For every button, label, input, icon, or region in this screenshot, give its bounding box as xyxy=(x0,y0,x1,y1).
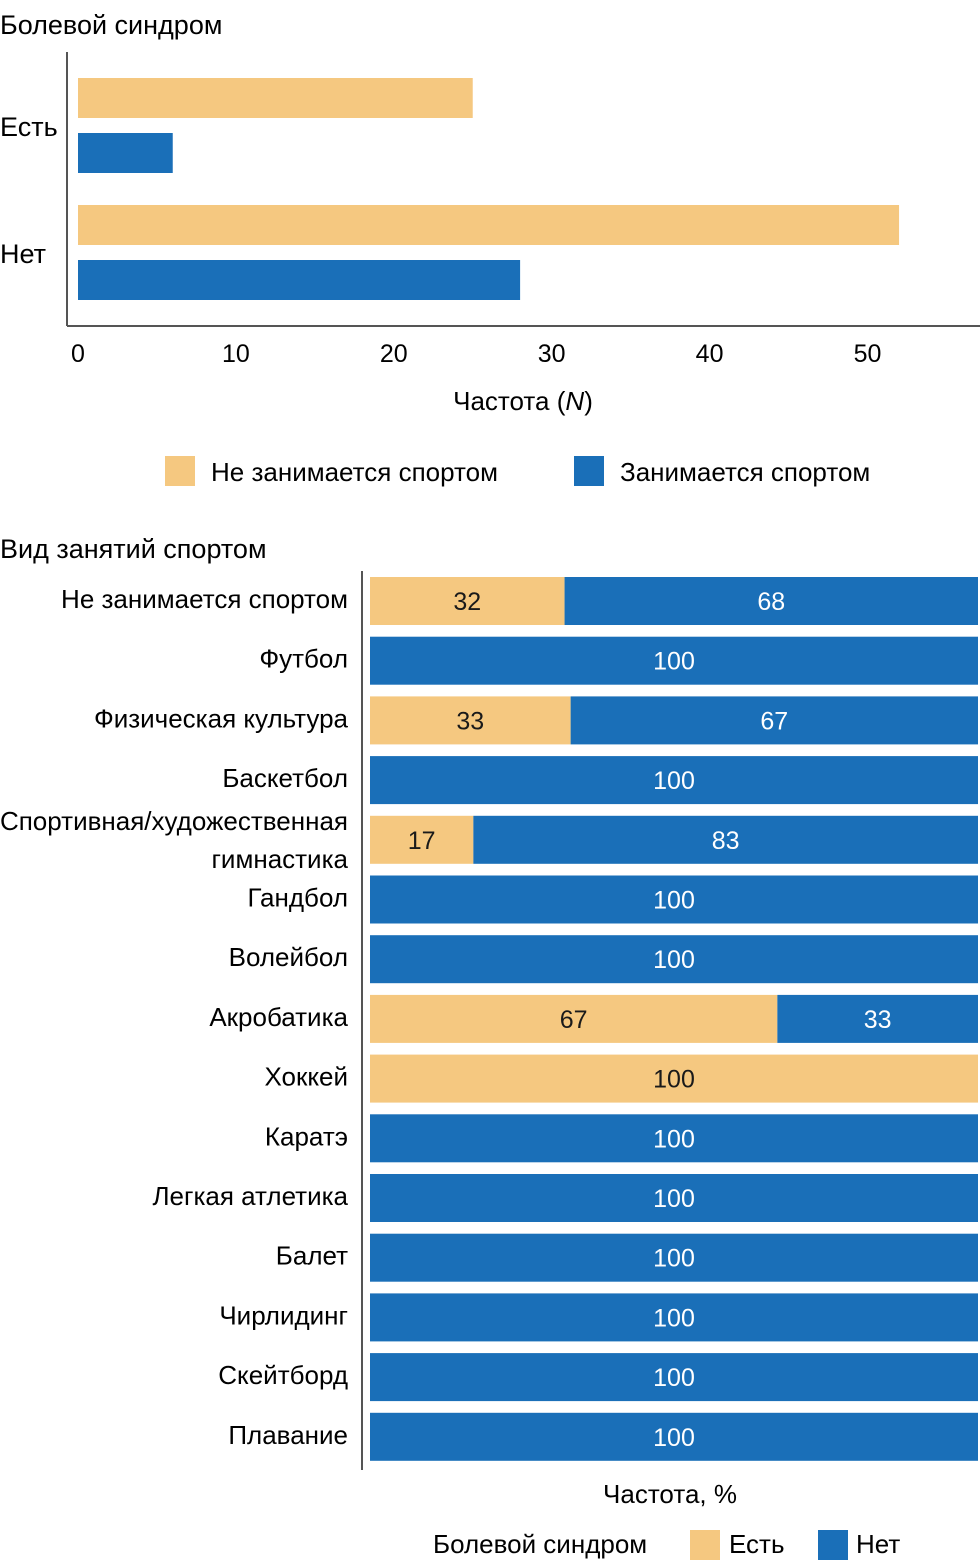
tick-label-20: 20 xyxy=(380,340,408,368)
data-label-спортивная-художественная-гимнастика-есть: 17 xyxy=(408,827,436,855)
bar-чирлидинг-нет xyxy=(370,1293,978,1342)
bar-не-занимается-спортом-нет xyxy=(564,577,978,625)
chart2-bars: 32 68 100 33 67 100 17 83 100 100 67 33 100 100 100 100… xyxy=(370,577,978,1461)
bar-акробатика-нет xyxy=(777,994,978,1043)
chart-sport-type: Вид занятий спортом 32 68 100 33 67 100 17 83 10… xyxy=(0,534,978,1560)
tick-label-40: 40 xyxy=(696,340,724,368)
bar-гандбол-нет xyxy=(370,875,978,924)
data-label-футбол-нет: 100 xyxy=(653,648,695,676)
category-label-чирлидинг: Чирлидинг xyxy=(219,1300,348,1330)
bar-балет-нет xyxy=(370,1233,978,1282)
bar-баскетбол-нет xyxy=(370,756,978,805)
chart-pain-syndrome: Болевой синдром Есть Нет 0 10 20 30 40 50 Част… xyxy=(0,10,980,487)
bar-нет-не-занимается-спортом xyxy=(78,205,900,245)
data-label-чирлидинг-нет: 100 xyxy=(653,1304,695,1332)
category-label-физическая-культура: Физическая культура xyxy=(94,703,349,733)
tick-label-30: 30 xyxy=(538,340,566,368)
category-label-легкая-атлетика: Легкая атлетика xyxy=(152,1181,348,1211)
bar-футбол-нет xyxy=(370,636,978,685)
bar-есть-не-занимается-спортом xyxy=(78,78,473,118)
data-label-гандбол-нет: 100 xyxy=(653,887,695,915)
category-label-есть: Есть xyxy=(0,112,58,142)
category-label-гандбол: Гандбол xyxy=(247,883,348,913)
chart1-bars xyxy=(78,78,900,300)
chart1-title: Болевой синдром xyxy=(0,10,222,40)
data-label-легкая-атлетика-нет: 100 xyxy=(653,1185,695,1213)
category-label-балет: Балет xyxy=(276,1241,348,1271)
tick-label-0: 0 xyxy=(71,340,85,368)
legend-swatch-no xyxy=(818,1530,848,1560)
data-label-волейбол-нет: 100 xyxy=(653,946,695,974)
data-label-спортивная-художественная-гимнастика-нет: 83 xyxy=(712,827,740,855)
data-label-физическая-культура-есть: 33 xyxy=(456,707,484,735)
legend-label-no: Нет xyxy=(856,1529,900,1559)
category-label-каратэ: Каратэ xyxy=(265,1121,348,1151)
data-label-каратэ-нет: 100 xyxy=(653,1125,695,1153)
data-label-баскетбол-нет: 100 xyxy=(653,767,695,795)
legend-swatch-no-sport xyxy=(165,456,195,486)
data-label-плавание-нет: 100 xyxy=(653,1424,695,1452)
category-label-плавание: Плавание xyxy=(228,1420,348,1450)
legend-swatch-yes xyxy=(690,1530,720,1560)
data-label-не-занимается-спортом-есть: 32 xyxy=(453,588,481,616)
bar-каратэ-нет xyxy=(370,1114,978,1163)
chart1-tick-labels: 0 10 20 30 40 50 xyxy=(71,340,881,368)
chart2-legend: Болевой синдром Есть Нет xyxy=(433,1529,900,1560)
bar-скейтборд-нет xyxy=(370,1353,978,1402)
bar-спортивная-художественная-гимнастика-есть xyxy=(370,815,474,864)
data-label-акробатика-есть: 67 xyxy=(560,1006,588,1034)
category-label-скейтборд: Скейтборд xyxy=(218,1360,348,1390)
chart1-x-axis-label: Частота (N) xyxy=(453,386,593,416)
bar-физическая-культура-нет xyxy=(570,696,978,745)
tick-label-50: 50 xyxy=(854,340,882,368)
data-label-балет-нет: 100 xyxy=(653,1245,695,1273)
tick-label-10: 10 xyxy=(222,340,250,368)
category-label-баскетбол: Баскетбол xyxy=(222,763,348,793)
chart2-x-axis-label: Частота, % xyxy=(603,1479,737,1509)
chart1-category-labels: Есть Нет xyxy=(0,112,58,269)
category-label-спортивная-художественная-гимнастика: Спортивная/художественная гимнастика xyxy=(0,806,349,874)
bar-физическая-культура-есть xyxy=(370,696,571,745)
bar-не-занимается-спортом-есть xyxy=(370,577,565,625)
chart2-category-labels: Не занимается спортом Футбол Физическая ку… xyxy=(0,584,349,1450)
bar-нет-занимается-спортом xyxy=(78,260,521,300)
bar-есть-занимается-спортом xyxy=(78,133,173,173)
data-label-хоккей-есть: 100 xyxy=(653,1066,695,1094)
bar-спортивная-художественная-гимнастика-нет xyxy=(473,815,978,864)
chart1-legend: Не занимается спортом Занимается спортом xyxy=(165,456,870,487)
category-label-хоккей: Хоккей xyxy=(264,1062,348,1092)
category-label-не-занимается-спортом: Не занимается спортом xyxy=(61,584,348,614)
category-label-акробатика: Акробатика xyxy=(209,1002,348,1032)
category-label-волейбол: Волейбол xyxy=(229,942,348,972)
legend-label-yes: Есть xyxy=(729,1529,785,1559)
category-label-нет: Нет xyxy=(0,239,46,269)
data-label-акробатика-нет: 33 xyxy=(864,1006,892,1034)
bar-волейбол-нет xyxy=(370,935,978,984)
legend-label-no-sport: Не занимается спортом xyxy=(211,457,498,487)
data-label-скейтборд-нет: 100 xyxy=(653,1364,695,1392)
legend-title: Болевой синдром xyxy=(433,1529,647,1559)
legend-swatch-sport xyxy=(574,456,604,486)
data-label-не-занимается-спортом-нет: 68 xyxy=(757,588,785,616)
chart2-title: Вид занятий спортом xyxy=(0,534,267,564)
category-label-футбол: Футбол xyxy=(259,644,348,674)
bar-акробатика-есть xyxy=(370,994,778,1043)
data-label-физическая-культура-нет: 67 xyxy=(760,707,788,735)
legend-label-sport: Занимается спортом xyxy=(620,457,870,487)
bar-плавание-нет xyxy=(370,1412,978,1461)
bar-хоккей-есть xyxy=(370,1054,978,1103)
bar-легкая-атлетика-нет xyxy=(370,1174,978,1222)
